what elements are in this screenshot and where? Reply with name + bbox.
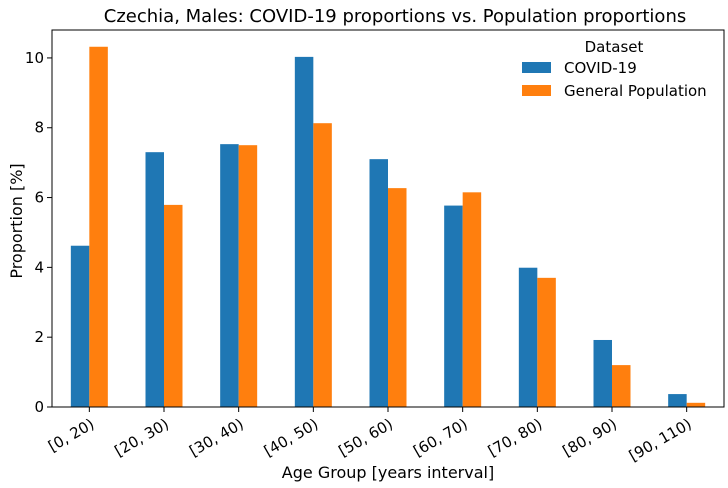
x-tick-label-7: [80, 90): [560, 415, 620, 460]
bar-covid-7: [593, 339, 612, 407]
bar-population-0: [89, 46, 108, 407]
x-tick-label-6: [70, 80): [485, 415, 545, 460]
legend-swatch-population: [522, 85, 551, 96]
bar-population-2: [238, 145, 258, 407]
legend: Dataset COVID-19 General Population: [522, 38, 707, 100]
bars-group: [70, 46, 706, 407]
bar-covid-4: [369, 159, 388, 407]
bar-population-6: [537, 277, 556, 407]
bar-covid-0: [70, 245, 90, 407]
legend-label-covid: COVID-19: [564, 59, 637, 77]
x-tick-label-0: [0, 20): [45, 415, 97, 456]
x-tick-label-2: [30, 40): [186, 415, 246, 460]
chart-title: Czechia, Males: COVID-19 proportions vs.…: [104, 6, 686, 27]
y-tick-label-2: 4: [34, 258, 44, 276]
y-tick-label-0: 0: [34, 398, 44, 416]
bar-population-8: [686, 402, 706, 407]
bar-population-5: [462, 192, 482, 407]
y-tick-label-4: 8: [34, 119, 44, 137]
x-ticks-group: [0, 20) [20, 30) [30, 40) [40, 50) [50, 60) […: [45, 407, 695, 465]
legend-swatch-covid: [522, 62, 551, 73]
bar-population-4: [388, 188, 407, 407]
x-tick-label-8: [90, 110): [626, 415, 695, 465]
y-tick-label-3: 6: [34, 189, 44, 207]
bar-population-1: [164, 204, 183, 407]
bar-population-3: [313, 123, 332, 407]
legend-label-population: General Population: [564, 82, 707, 100]
bar-covid-3: [294, 56, 314, 407]
legend-items: COVID-19 General Population: [522, 59, 707, 100]
bar-covid-8: [668, 394, 687, 407]
x-tick-label-5: [60, 70): [410, 415, 470, 460]
y-axis-label: Proportion [%]: [7, 163, 26, 278]
x-tick-label-1: [20, 30): [112, 415, 172, 460]
y-ticks-group: 0 2 4 6 8 10: [25, 49, 52, 416]
legend-title: Dataset: [585, 38, 644, 56]
x-tick-label-4: [50, 60): [336, 415, 396, 460]
x-axis-label: Age Group [years interval]: [282, 463, 494, 482]
y-tick-label-5: 10: [25, 49, 44, 67]
bar-covid-2: [220, 144, 239, 407]
bar-covid-1: [145, 152, 164, 407]
y-tick-label-1: 2: [34, 328, 44, 346]
bar-covid-5: [444, 205, 463, 407]
bar-population-7: [612, 365, 631, 407]
bar-covid-6: [518, 267, 538, 407]
x-tick-label-3: [40, 50): [261, 415, 321, 460]
